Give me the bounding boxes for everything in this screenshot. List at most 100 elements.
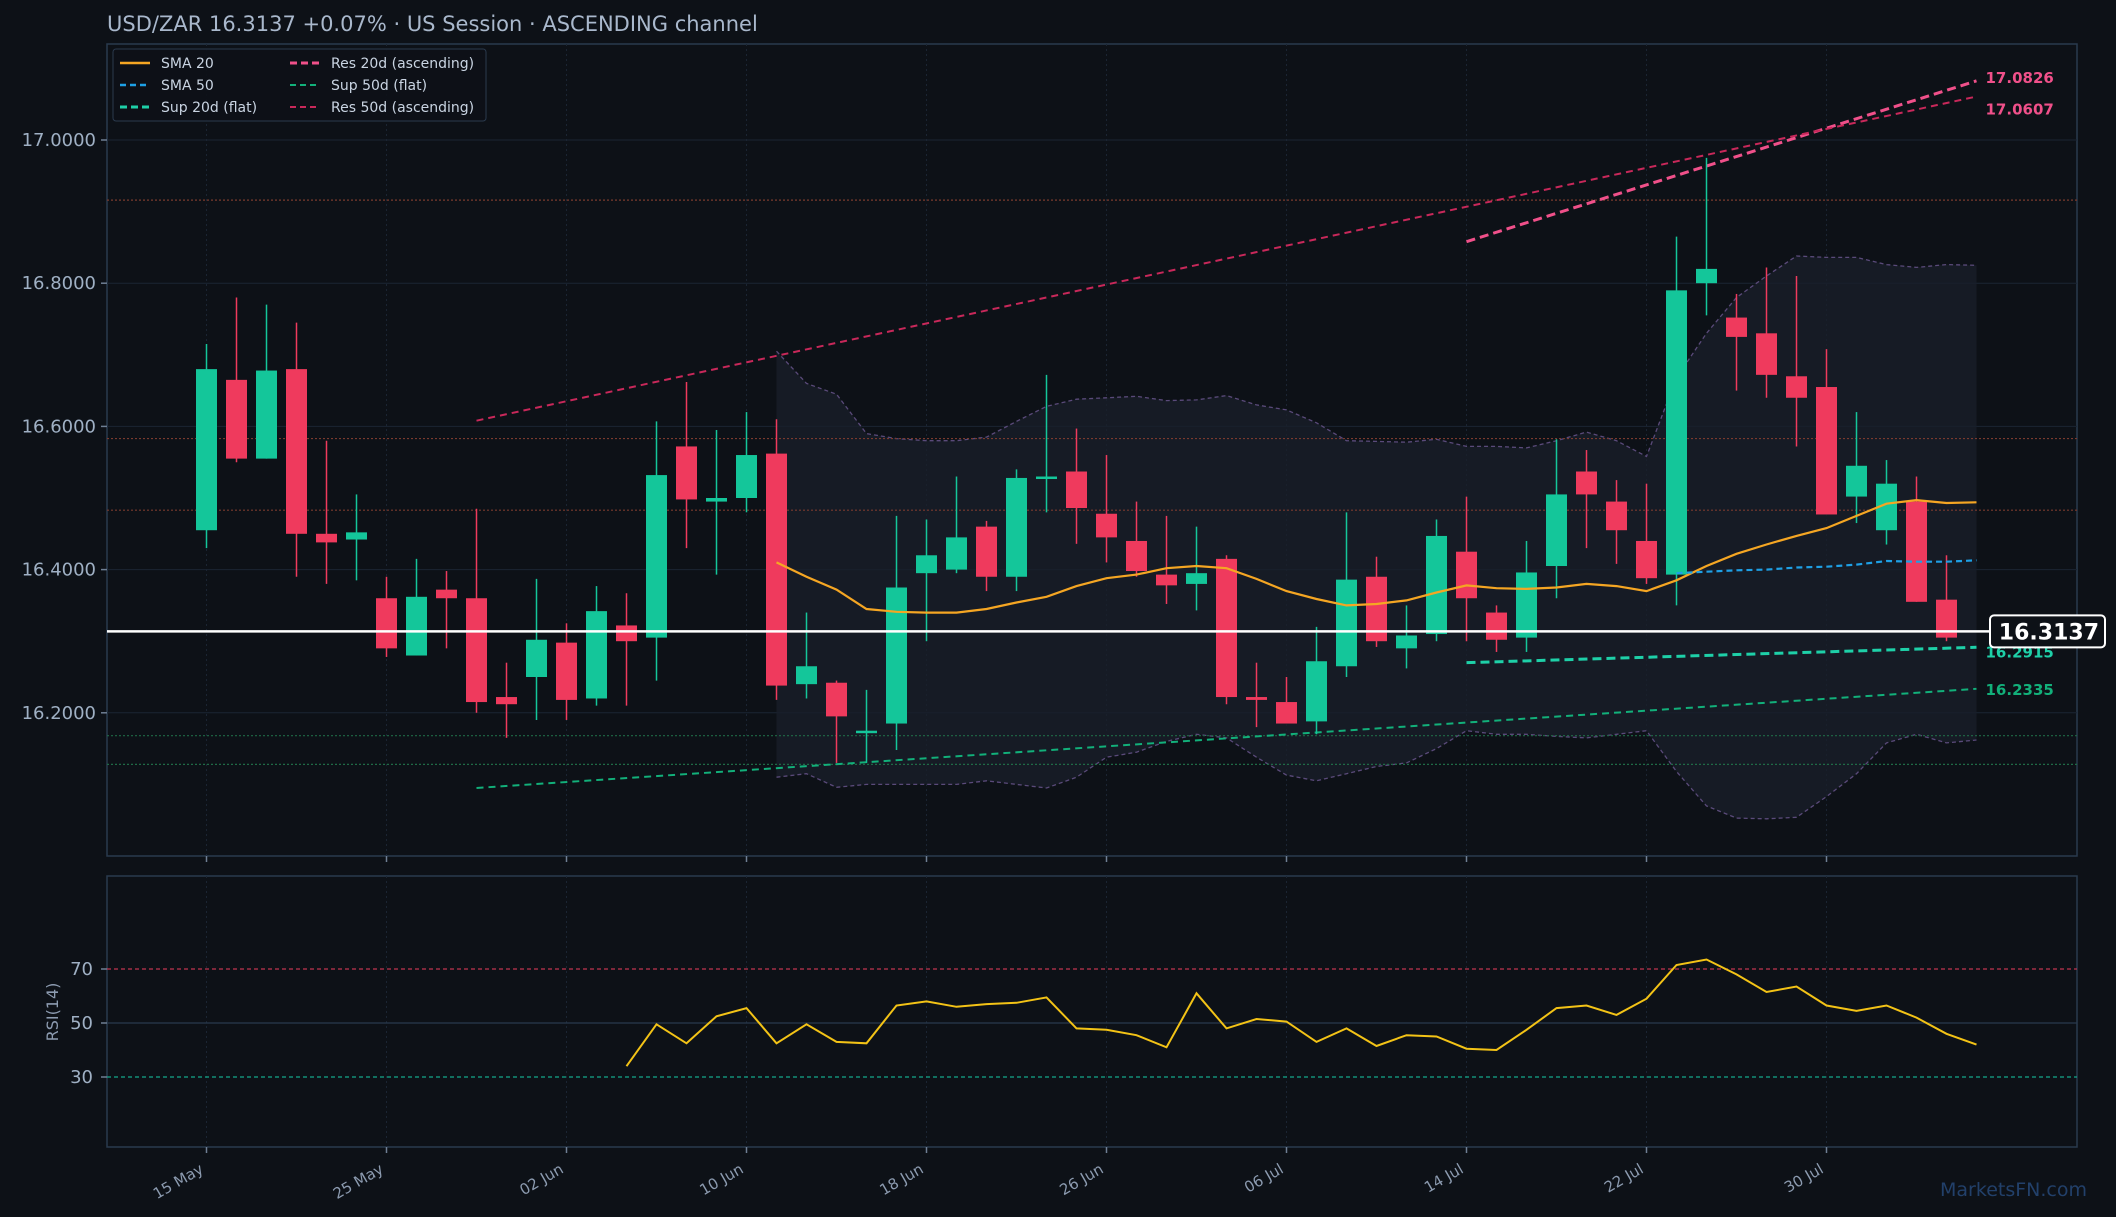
candlesticks — [196, 157, 1957, 763]
rsi-line — [625, 958, 1977, 1067]
candle-body — [1576, 471, 1597, 495]
candle-body — [1756, 333, 1777, 375]
candle-body — [1216, 558, 1237, 698]
candle-body — [1426, 535, 1447, 635]
candle-body — [1936, 599, 1957, 638]
trendline — [1466, 645, 1977, 665]
candle-body — [1246, 697, 1267, 700]
trendline-value-label: 17.0826 — [1986, 69, 2054, 87]
candle-body — [376, 598, 397, 649]
watermark: MarketsFN.com — [1940, 1179, 2087, 1201]
candle-body — [1666, 290, 1687, 575]
candle-body — [646, 475, 667, 638]
candle-body — [976, 526, 997, 577]
candle-body — [1066, 471, 1087, 509]
candle-body — [886, 587, 907, 724]
sma20-line — [776, 498, 1977, 614]
sma50-line — [1676, 559, 1977, 575]
candle-body — [316, 533, 337, 543]
legend-entry-label: Res 50d (ascending) — [331, 100, 474, 116]
candle-body — [1636, 540, 1657, 579]
candle-body — [1516, 572, 1537, 638]
rsi-plot: 30 50 70 — [70, 958, 2077, 1088]
candle-body — [1546, 494, 1567, 567]
candle-body — [1366, 576, 1387, 642]
rsi-axis-label: RSI(14) — [43, 983, 62, 1042]
trendline-value-label: 17.0607 — [1986, 101, 2054, 119]
price-tick-label: 16.4000 — [22, 560, 96, 581]
last-price-level: 16.3137 — [107, 614, 2106, 649]
rsi-tick-label: 70 — [70, 959, 93, 980]
candle-body — [1336, 579, 1357, 667]
candle-body — [1606, 501, 1627, 531]
trendline — [476, 95, 1977, 422]
bollinger-upper — [776, 255, 1977, 458]
candle-body — [1126, 540, 1147, 572]
rsi-panel — [106, 875, 2078, 1148]
legend-entry-label: SMA 20 — [161, 56, 214, 72]
candle-body — [1396, 635, 1417, 649]
candle-body — [496, 697, 517, 705]
candle-body — [1846, 465, 1867, 497]
candle-body — [556, 642, 577, 700]
candle-body — [1696, 268, 1717, 284]
candle-body — [946, 537, 967, 570]
rsi-tick-label: 50 — [70, 1013, 93, 1034]
price-tick-label: 16.2000 — [22, 703, 96, 724]
candle-body — [1006, 477, 1027, 577]
candle-body — [1276, 702, 1297, 724]
legend: SMA 20 SMA 50 Sup 20d (flat) Res 20d (ascen… — [112, 48, 487, 122]
candle-body — [1036, 476, 1057, 480]
candle-body — [346, 532, 367, 540]
candle-body — [616, 625, 637, 642]
candle-body — [856, 730, 877, 734]
candle-body — [586, 611, 607, 699]
last-price-tag — [1989, 614, 2106, 649]
candle-body — [766, 453, 787, 686]
legend-box — [112, 48, 487, 122]
candle-body — [826, 682, 847, 717]
candle-body — [436, 589, 457, 599]
trendline — [476, 687, 1977, 789]
price-tick-label: 16.8000 — [22, 273, 96, 294]
legend-entry-label: Res 20d (ascending) — [331, 56, 474, 72]
candle-body — [1726, 317, 1747, 337]
legend-entry-label: Sup 20d (flat) — [161, 100, 257, 116]
legend-entry-label: Sup 50d (flat) — [331, 78, 427, 94]
candle-body — [406, 596, 427, 656]
candle-body — [736, 455, 757, 498]
price-axis-ticks: 16.2000 16.4000 16.6000 16.8000 17.0000 — [22, 130, 107, 724]
horizontal-levels — [107, 199, 2077, 765]
candle-body — [1156, 574, 1177, 586]
candle-body — [256, 370, 277, 459]
last-price-label: 16.3137 — [1999, 620, 2099, 645]
candle-body — [526, 639, 547, 677]
candle-body — [706, 498, 727, 502]
candle-body — [196, 369, 217, 531]
candle-body — [1906, 501, 1927, 602]
candle-body — [1876, 483, 1897, 531]
candle-body — [1486, 612, 1507, 640]
chart-title: USD/ZAR 16.3137 +0.07% · US Session · AS… — [107, 12, 758, 36]
candle-body — [676, 446, 697, 500]
candle-body — [916, 555, 937, 574]
bollinger-lower — [776, 730, 1977, 820]
trendline-value-label: 16.2335 — [1986, 681, 2054, 699]
candle-body — [226, 379, 247, 459]
candle-body — [1186, 573, 1207, 584]
candle-body — [1306, 661, 1327, 722]
candle-body — [796, 666, 817, 685]
candle-body — [1096, 513, 1117, 538]
price-tick-label: 17.0000 — [22, 130, 96, 151]
price-tick-label: 16.6000 — [22, 416, 96, 437]
rsi-tick-label: 30 — [70, 1067, 93, 1088]
moving-averages — [776, 498, 1977, 614]
candle-body — [286, 369, 307, 534]
candle-body — [466, 598, 487, 703]
legend-entry-label: SMA 50 — [161, 78, 214, 94]
trendline — [1466, 79, 1977, 244]
candle-body — [1816, 387, 1837, 515]
candle-body — [1786, 376, 1807, 398]
candle-body — [1456, 551, 1477, 599]
